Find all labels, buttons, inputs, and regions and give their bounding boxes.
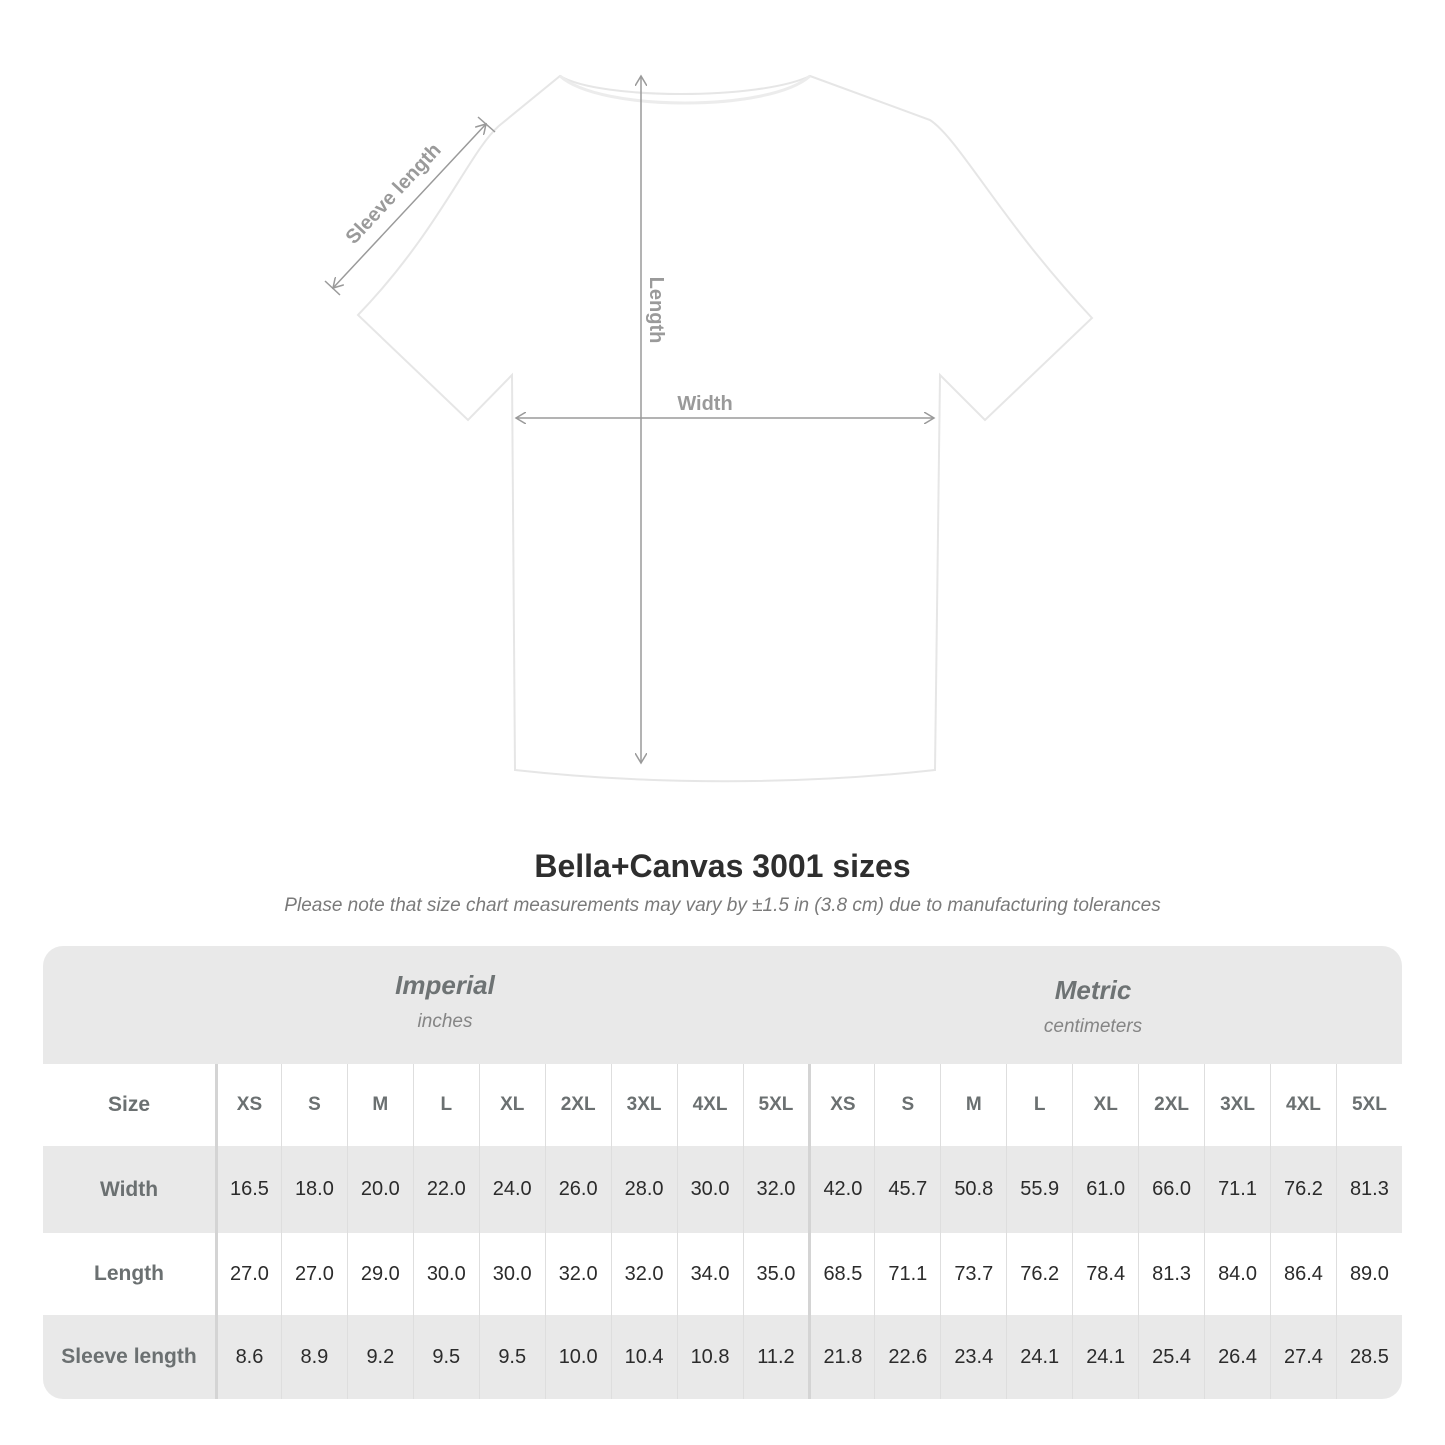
- metric-value-cell: 73.7: [940, 1233, 1006, 1315]
- imperial-value-cell: 10.8: [676, 1315, 743, 1399]
- imperial-value-cell: 10.0: [544, 1315, 611, 1399]
- metric-value-cell: 81.3: [1335, 1146, 1402, 1233]
- metric-value-cell: 28.5: [1335, 1315, 1402, 1399]
- imperial-value-cell: 8.6: [215, 1315, 281, 1399]
- page-title: Bella+Canvas 3001 sizes: [534, 848, 911, 884]
- metric-value-cell: 76.2: [1006, 1233, 1072, 1315]
- imperial-value-cell: 26.0: [544, 1146, 611, 1233]
- imperial-value-cell: 32.0: [544, 1233, 611, 1315]
- imperial-value-cell: 24.0: [478, 1146, 545, 1233]
- imperial-value-cell: 9.5: [412, 1315, 479, 1399]
- imperial-value-cell: 32.0: [610, 1233, 677, 1315]
- imperial-title: Imperial: [395, 970, 495, 1000]
- metric-value-cell: 78.4: [1072, 1233, 1138, 1315]
- imperial-value-cell: 8.9: [280, 1315, 347, 1399]
- size-header-cell: XL: [478, 1064, 545, 1146]
- metric-header: Metric centimeters: [893, 975, 1293, 1038]
- metric-value-cell: 81.3: [1138, 1233, 1204, 1315]
- metric-value-cell: 50.8: [940, 1146, 1006, 1233]
- size-table: Imperial inches Metric centimeters Size X…: [43, 946, 1402, 1399]
- size-header-cell: 3XL: [610, 1064, 677, 1146]
- metric-unit: centimeters: [1043, 1016, 1143, 1037]
- length-label: Length: [645, 277, 667, 344]
- imperial-value-cell: 30.0: [478, 1233, 545, 1315]
- size-header-cell: S: [874, 1064, 940, 1146]
- size-header-cell: M: [346, 1064, 413, 1146]
- imperial-value-cell: 35.0: [742, 1233, 809, 1315]
- size-header-cell: 4XL: [1270, 1064, 1336, 1146]
- imperial-value-cell: 9.5: [478, 1315, 545, 1399]
- size-header-row: Size XS S M L XL 2XL 3XL 4XL 5XL XS S M L XL 2XL 3XL 4XL 5…: [43, 1064, 1402, 1146]
- metric-value-cell: 61.0: [1072, 1146, 1138, 1233]
- imperial-value-cell: 18.0: [280, 1146, 347, 1233]
- size-header-cell: 4XL: [676, 1064, 743, 1146]
- imperial-value-cell: 9.2: [346, 1315, 413, 1399]
- imperial-value-cell: 32.0: [742, 1146, 809, 1233]
- size-header-cell: 2XL: [1138, 1064, 1204, 1146]
- metric-value-cell: 66.0: [1138, 1146, 1204, 1233]
- metric-value-cell: 24.1: [1006, 1315, 1072, 1399]
- metric-title: Metric: [1054, 975, 1132, 1005]
- table-row: Sleeve length 8.6 8.9 9.2 9.5 9.5 10.0 10.4 10.8…: [43, 1315, 1402, 1399]
- imperial-header: Imperial inches: [245, 970, 645, 1033]
- row-label: Size: [107, 1093, 151, 1116]
- metric-value-cell: 23.4: [940, 1315, 1006, 1399]
- imperial-value-cell: 10.4: [610, 1315, 677, 1399]
- imperial-unit: inches: [417, 1011, 473, 1032]
- imperial-value-cell: 30.0: [676, 1146, 743, 1233]
- tshirt-diagram: Width Length Sleeve length: [324, 0, 1094, 783]
- size-header-cell: XS: [215, 1064, 281, 1146]
- tolerance-note: Please note that size chart measurements…: [284, 895, 1161, 916]
- metric-value-cell: 45.7: [874, 1146, 940, 1233]
- size-header-cell: XL: [1072, 1064, 1138, 1146]
- size-header-cell: XS: [808, 1064, 874, 1146]
- metric-value-cell: 24.1: [1072, 1315, 1138, 1399]
- row-label: Length: [94, 1262, 164, 1285]
- metric-value-cell: 71.1: [1204, 1146, 1270, 1233]
- imperial-value-cell: 34.0: [676, 1233, 743, 1315]
- imperial-value-cell: 20.0: [346, 1146, 413, 1233]
- size-header-cell: 5XL: [742, 1064, 809, 1146]
- metric-value-cell: 86.4: [1270, 1233, 1336, 1315]
- metric-value-cell: 55.9: [1006, 1146, 1072, 1233]
- imperial-value-cell: 30.0: [412, 1233, 479, 1315]
- sleeve-arrow: [333, 124, 486, 288]
- tshirt-shape: [356, 74, 1094, 783]
- metric-value-cell: 84.0: [1204, 1233, 1270, 1315]
- metric-value-cell: 27.4: [1270, 1315, 1336, 1399]
- metric-value-cell: 42.0: [808, 1146, 874, 1233]
- table-row: Length 27.0 27.0 29.0 30.0 30.0 32.0 32.0 34.0 35…: [43, 1233, 1402, 1315]
- metric-value-cell: 21.8: [808, 1315, 874, 1399]
- row-label: Sleeve length: [61, 1345, 197, 1368]
- row-label: Width: [99, 1177, 159, 1201]
- table-row: Width 16.5 18.0 20.0 22.0 24.0 26.0 28.0 30.0 32.…: [43, 1146, 1402, 1233]
- metric-value-cell: 25.4: [1138, 1315, 1204, 1399]
- metric-value-cell: 22.6: [874, 1315, 940, 1399]
- metric-value-cell: 76.2: [1270, 1146, 1336, 1233]
- imperial-value-cell: 28.0: [610, 1146, 677, 1233]
- size-header-cell: 2XL: [544, 1064, 611, 1146]
- size-header-cell: M: [940, 1064, 1006, 1146]
- imperial-value-cell: 29.0: [346, 1233, 413, 1315]
- imperial-value-cell: 11.2: [742, 1315, 809, 1399]
- size-header-cell: L: [1006, 1064, 1072, 1146]
- imperial-value-cell: 27.0: [280, 1233, 347, 1315]
- metric-value-cell: 68.5: [808, 1233, 874, 1315]
- imperial-value-cell: 27.0: [215, 1233, 281, 1315]
- imperial-value-cell: 22.0: [412, 1146, 479, 1233]
- size-header-cell: L: [412, 1064, 479, 1146]
- metric-value-cell: 26.4: [1204, 1315, 1270, 1399]
- size-header-cell: 3XL: [1204, 1064, 1270, 1146]
- metric-value-cell: 71.1: [874, 1233, 940, 1315]
- metric-value-cell: 89.0: [1335, 1233, 1402, 1315]
- width-label: Width: [677, 393, 732, 415]
- imperial-value-cell: 16.5: [215, 1146, 281, 1233]
- size-header-cell: S: [280, 1064, 347, 1146]
- size-header-cell: 5XL: [1335, 1064, 1402, 1146]
